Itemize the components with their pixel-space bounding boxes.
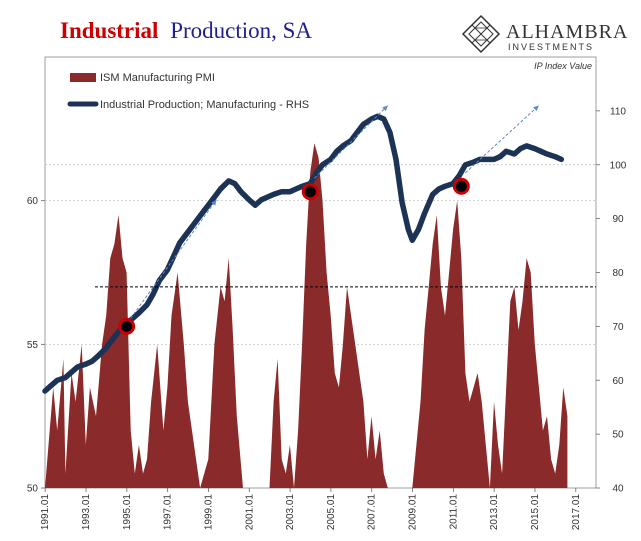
x-label-2011.01: 2011.01 xyxy=(448,494,459,530)
x-label-1993.01: 1993.01 xyxy=(81,494,92,531)
x-label-2003.01: 2003.01 xyxy=(285,494,296,531)
trend-arrow-head-2 xyxy=(382,105,388,112)
x-axis: 1991.01 1993.01 1995.01 1997.01 1999.01 2001.… xyxy=(40,488,582,530)
y-right-label-100: 100 xyxy=(610,160,627,171)
pmi-area-layer xyxy=(45,143,568,488)
title-part-industrial: Industrial xyxy=(60,18,158,43)
legend-label-pmi: ISM Manufacturing PMI xyxy=(100,72,215,84)
y-right-label-40: 40 xyxy=(612,484,624,495)
axis-note: IP Index Value xyxy=(534,61,592,71)
x-label-1991.01: 1991.01 xyxy=(40,494,51,531)
y-right-label-50: 50 xyxy=(612,430,624,441)
title-part-production: Production, SA xyxy=(170,18,312,43)
brand-name: ALHAMBRA xyxy=(506,21,628,43)
x-label-2015.01: 2015.01 xyxy=(530,494,541,531)
legend-swatch-pmi xyxy=(70,73,96,82)
x-label-2007.01: 2007.01 xyxy=(367,494,378,531)
marker-3 xyxy=(452,177,470,195)
x-label-2017.01: 2017.01 xyxy=(571,494,582,531)
markers-layer xyxy=(118,177,470,335)
trend-arrows-layer xyxy=(130,105,540,319)
trend-arrow-head-3 xyxy=(533,105,539,112)
pmi-area xyxy=(45,143,568,488)
y-left-label-60: 60 xyxy=(27,196,39,207)
diamond-lattice-icon xyxy=(461,14,501,54)
legend-label-ip: Industrial Production; Manufacturing - R… xyxy=(100,99,309,111)
y-right-label-70: 70 xyxy=(612,322,624,333)
legend: ISM Manufacturing PMI Industrial Product… xyxy=(67,72,309,111)
y-right-label-110: 110 xyxy=(610,106,626,117)
y-axis-left: 50 55 60 xyxy=(27,196,45,495)
y-left-label-55: 55 xyxy=(27,340,39,351)
chart-title: Industrial Production, SA xyxy=(60,18,312,43)
x-label-2001.01: 2001.01 xyxy=(244,494,255,531)
x-label-1995.01: 1995.01 xyxy=(122,494,133,531)
trend-arrow-line-1 xyxy=(130,199,217,319)
marker-1 xyxy=(118,317,136,335)
x-label-2013.01: 2013.01 xyxy=(489,494,500,531)
y-left-label-50: 50 xyxy=(27,484,39,495)
y-right-label-80: 80 xyxy=(612,268,624,279)
y-right-label-60: 60 xyxy=(612,376,624,387)
trend-arrow-line-2 xyxy=(314,105,389,179)
x-label-2009.01: 2009.01 xyxy=(408,494,419,531)
x-label-1997.01: 1997.01 xyxy=(163,494,174,531)
y-right-label-90: 90 xyxy=(612,214,624,225)
x-label-2005.01: 2005.01 xyxy=(326,494,337,531)
marker-2 xyxy=(301,183,319,201)
trend-arrow-head-1 xyxy=(211,199,217,206)
brand-sub: INVESTMENTS xyxy=(508,42,594,52)
x-label-1999.01: 1999.01 xyxy=(203,494,214,531)
trend-arrow-line-3 xyxy=(465,105,540,174)
y-axis-right: 40 50 60 70 80 90 100 110 xyxy=(596,106,627,495)
